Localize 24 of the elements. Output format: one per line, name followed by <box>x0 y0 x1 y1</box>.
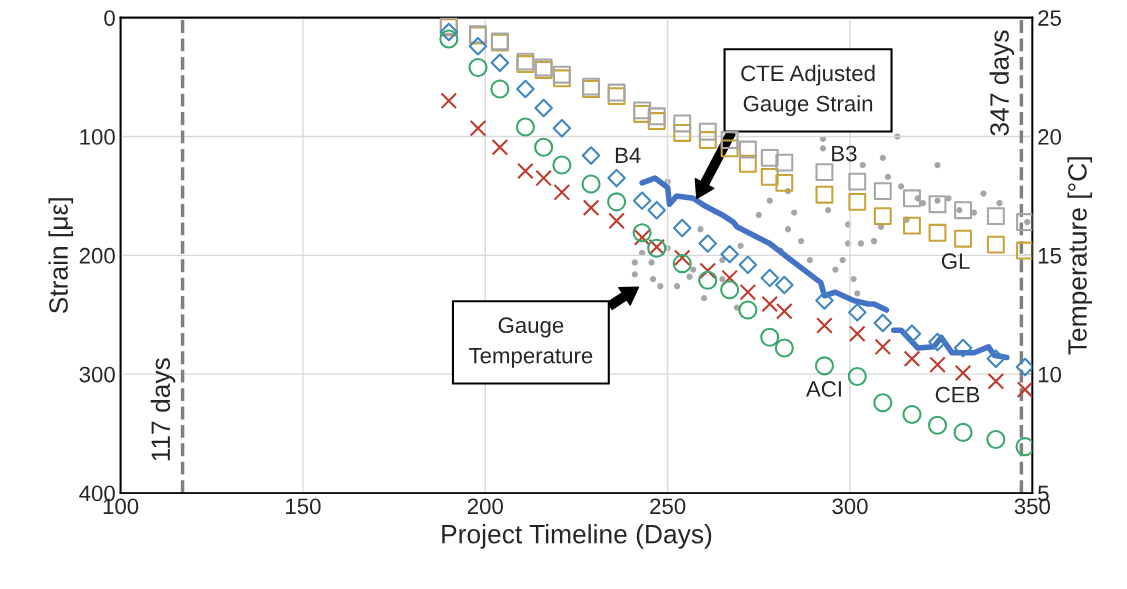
y2-axis-title: Temperature [°C] <box>1067 157 1093 355</box>
x-tick-label: 200 <box>467 498 503 515</box>
series-label: B3 <box>832 145 857 162</box>
annotation: Gauge Temperature <box>469 317 593 368</box>
series-label: CEB <box>935 386 980 403</box>
y-tick-label: 300 <box>79 366 115 383</box>
ref-line-label: 117 days <box>150 358 176 461</box>
y-tick-label: 100 <box>80 129 115 145</box>
x-tick-label: 150 <box>286 498 321 515</box>
y-tick-label: 0 <box>104 10 115 26</box>
annotation: CTE Adjusted Gauge Strain <box>741 64 875 116</box>
y-axis-title: Strain [με] <box>48 198 74 314</box>
y2-tick-label: 15 <box>1038 248 1061 264</box>
series-label: GL <box>941 253 970 270</box>
x-tick-label: 250 <box>650 498 686 515</box>
series-label: B4 <box>615 147 641 163</box>
y2-tick-label: 20 <box>1038 129 1062 145</box>
y2-tick-label: 10 <box>1038 366 1062 383</box>
y-tick-label: 200 <box>79 247 115 264</box>
ref-line-label: 347 days <box>989 30 1015 136</box>
y2-tick-label: 25 <box>1038 10 1061 26</box>
x-tick-label: 300 <box>832 498 868 515</box>
series-label: ACI <box>805 381 841 397</box>
x-axis-title: Project Timeline (Days) <box>442 524 712 549</box>
